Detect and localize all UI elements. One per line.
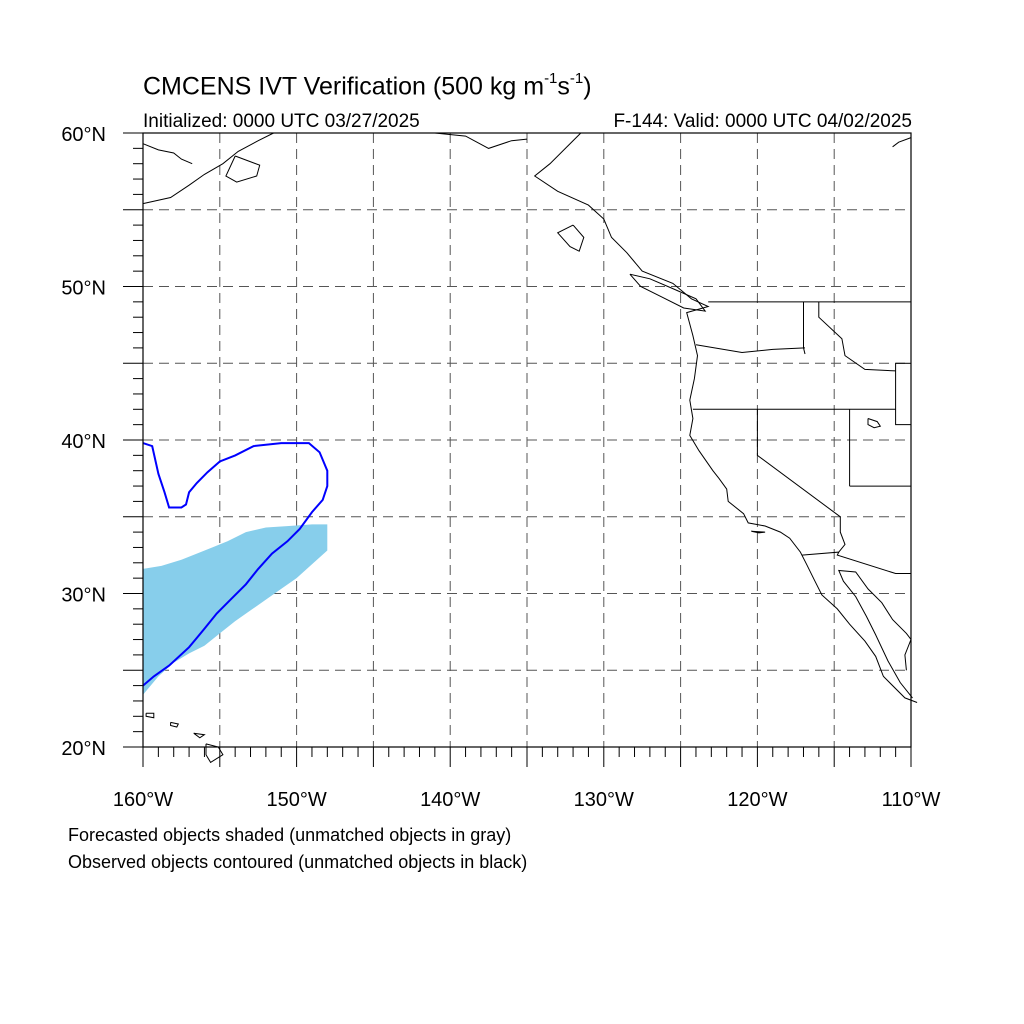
lon-tick-label: 160°W — [113, 789, 173, 811]
ivt-objects — [142, 442, 329, 695]
coastlines — [142, 132, 918, 764]
border-id-wy — [895, 363, 911, 426]
lon-tick-label: 130°W — [574, 789, 634, 811]
coastline-vancouver-island — [629, 273, 707, 312]
coastline-hawaii-oahu — [170, 721, 180, 728]
coastline-channel-islands — [751, 530, 766, 534]
lon-tick-label: 140°W — [420, 789, 480, 811]
initialized-time: Initialized: 0000 UTC 03/27/2025 — [143, 111, 420, 132]
border-wa-or — [695, 344, 806, 354]
border-id-mt — [818, 301, 896, 372]
lat-tick-label: 20°N — [61, 738, 106, 760]
coastline-alaska-pen — [142, 143, 193, 165]
coastline-east-edge — [892, 137, 912, 148]
lat-tick-label: 30°N — [61, 585, 106, 607]
border-id-wa — [803, 301, 806, 355]
footnote-forecast: Forecasted objects shaded (unmatched obj… — [68, 825, 512, 845]
axis-ticks — [123, 132, 912, 767]
map-title: CMCENS IVT Verification (500 kg m-1s-1) — [143, 70, 592, 101]
coastline-haida-gwaii — [556, 224, 585, 252]
lon-tick-label: 120°W — [727, 789, 787, 811]
coastline-baja-gulf — [838, 569, 913, 699]
footnote-observed: Observed objects contoured (unmatched ob… — [68, 852, 528, 872]
border-az-ca — [838, 516, 846, 553]
coastline-hawaii-maui — [193, 732, 206, 739]
lake-great-salt — [867, 418, 882, 429]
coastline-west-coast — [533, 132, 918, 703]
valid-time: F-144: Valid: 0000 UTC 04/02/2025 — [613, 111, 912, 132]
lat-tick-label: 50°N — [61, 278, 106, 300]
coastline-hawaii-kauai — [145, 712, 155, 719]
coastline-kodiak — [225, 155, 261, 183]
border-ca-nv — [756, 409, 841, 518]
border-alaska-canada — [434, 132, 528, 149]
coastline-mainland-mexico — [904, 639, 912, 671]
axis-labels: 160°W 150°W 140°W 130°W 120°W 110°W 60°N 50°N 40… — [61, 124, 940, 811]
forecast-object-shading — [143, 524, 328, 695]
lat-tick-label: 40°N — [61, 431, 106, 453]
graticule — [143, 133, 911, 747]
observed-object-contour — [142, 442, 329, 687]
border-us-mexico — [801, 551, 911, 574]
lon-tick-label: 110°W — [882, 789, 941, 811]
coastline-alaska-west — [142, 132, 274, 205]
lon-tick-label: 150°W — [266, 789, 326, 811]
lat-tick-label: 60°N — [61, 124, 106, 146]
